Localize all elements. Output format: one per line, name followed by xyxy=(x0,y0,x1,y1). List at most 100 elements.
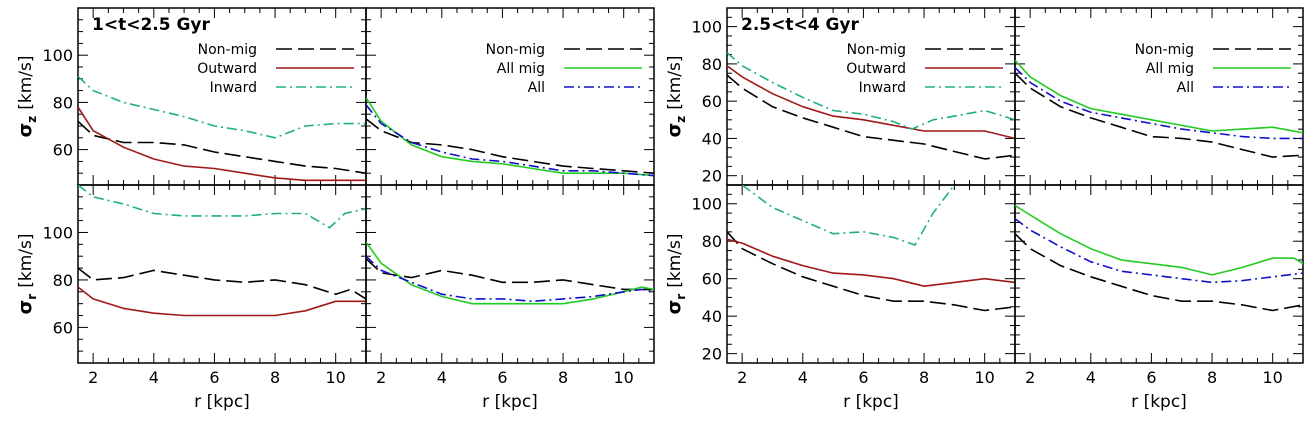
x-tick-label: 8 xyxy=(270,368,280,387)
series-line-inward xyxy=(78,75,366,139)
series-line-all-mig xyxy=(1015,59,1303,134)
chart-title: 1<t<2.5 Gyr xyxy=(92,15,211,35)
x-tick-label: 10 xyxy=(614,368,634,387)
y-tick-label: 60 xyxy=(53,318,73,337)
series-line-non-mig xyxy=(727,74,1015,160)
legend-label: Non-mig xyxy=(847,42,906,58)
y-label-unit: [km/s] xyxy=(16,55,36,109)
x-tick-label: 10 xyxy=(975,368,995,387)
series-line-non-mig xyxy=(366,258,654,291)
panel-2-3: 20 40 60 80 100 σr [km/s] 2 4 6 8 10 r [kpc] xyxy=(663,184,1016,412)
x-tick-label: 6 xyxy=(209,368,219,387)
legend-label: Non-mig xyxy=(1135,42,1194,58)
x-tick-label: 6 xyxy=(497,368,507,387)
y-tick-label: 80 xyxy=(53,93,73,112)
y-tick-label: 60 xyxy=(53,141,73,160)
series-line-all xyxy=(366,104,654,177)
y-label-subscript: r xyxy=(674,294,688,300)
panel-frame xyxy=(726,184,1016,364)
x-tick-label: 6 xyxy=(858,368,868,387)
series-line-inward xyxy=(727,52,1015,130)
x-tick-label: 4 xyxy=(1086,368,1096,387)
panel-frame xyxy=(1014,184,1304,364)
x-axis-label: r [kpc] xyxy=(1131,392,1187,412)
legend-label: All mig xyxy=(1146,61,1194,77)
y-label-symbol: σ xyxy=(14,123,36,138)
y-tick-label: 40 xyxy=(702,129,722,148)
x-tick-label: 2 xyxy=(376,368,386,387)
panel-1-2: Non-mig All mig All xyxy=(365,7,655,186)
series-line-all-mig xyxy=(1015,204,1303,276)
series-line-inward xyxy=(78,185,366,229)
y-tick-label: 60 xyxy=(702,270,722,289)
y-tick-label: 60 xyxy=(702,92,722,111)
panel-frame xyxy=(365,7,655,186)
series-line-non-mig xyxy=(366,118,654,174)
series-line-all xyxy=(1015,218,1303,284)
legend-label: All xyxy=(1177,80,1194,96)
x-tick-label: 8 xyxy=(1207,368,1217,387)
y-label-unit: [km/s] xyxy=(16,234,36,288)
y-tick-label: 80 xyxy=(53,271,73,290)
y-label-subscript: r xyxy=(25,294,39,300)
x-tick-label: 10 xyxy=(326,368,346,387)
series-line-all xyxy=(366,255,654,303)
y-label-subscript: z xyxy=(25,116,39,123)
x-tick-label: 6 xyxy=(1146,368,1156,387)
series-line-outward xyxy=(727,65,1015,140)
x-tick-label: 2 xyxy=(88,368,98,387)
y-tick-label: 100 xyxy=(691,195,722,214)
series-line-outward xyxy=(727,238,1015,288)
y-axis-label: σz [km/s] xyxy=(663,55,688,137)
panel-1-3: 60 80 100 σr [km/s] 2 4 6 8 10 r [kpc] xyxy=(14,184,367,412)
x-tick-label: 4 xyxy=(798,368,808,387)
series-line-non-mig xyxy=(1015,72,1303,158)
x-tick-label: 10 xyxy=(1263,368,1283,387)
x-tick-label: 2 xyxy=(737,368,747,387)
panel-2-2: Non-mig All mig All xyxy=(1014,7,1304,186)
legend-label: Inward xyxy=(210,80,257,96)
panel-1-4: 2 4 6 8 10 r [kpc] xyxy=(365,184,655,412)
x-axis-label: r [kpc] xyxy=(843,392,899,412)
series-line-non-mig xyxy=(78,267,366,300)
y-label-symbol: σ xyxy=(663,300,685,315)
y-tick-label: 100 xyxy=(691,18,722,37)
legend-label: Outward xyxy=(846,61,906,77)
panel-frame xyxy=(365,184,655,364)
y-tick-label: 20 xyxy=(702,167,722,186)
y-tick-label: 100 xyxy=(42,46,73,65)
y-label-unit: [km/s] xyxy=(665,234,685,288)
legend-label: Non-mig xyxy=(198,42,257,58)
y-label-symbol: σ xyxy=(14,300,36,315)
series-line-non-mig xyxy=(78,120,366,174)
legend-label: Outward xyxy=(197,61,257,77)
series-line-outward xyxy=(78,106,366,182)
y-tick-label: 40 xyxy=(702,307,722,326)
y-axis-label: σz [km/s] xyxy=(14,55,39,137)
y-tick-label: 100 xyxy=(42,223,73,242)
x-axis-label: r [kpc] xyxy=(194,392,250,412)
legend-label: All mig xyxy=(497,61,545,77)
y-tick-label: 20 xyxy=(702,345,722,364)
series-line-all-mig xyxy=(366,97,654,177)
x-tick-label: 2 xyxy=(1025,368,1035,387)
y-label-subscript: z xyxy=(674,116,688,123)
chart-title: 2.5<t<4 Gyr xyxy=(741,15,860,35)
series-line-non-mig xyxy=(727,231,1015,312)
y-label-symbol: σ xyxy=(663,123,685,138)
panel-2-4: 2 4 6 8 10 r [kpc] xyxy=(1014,184,1304,412)
x-tick-label: 8 xyxy=(919,368,929,387)
y-tick-label: 80 xyxy=(702,55,722,74)
legend-label: Inward xyxy=(859,80,906,96)
y-tick-label: 80 xyxy=(702,232,722,251)
series-line-inward xyxy=(741,185,956,246)
panel-frame xyxy=(1014,7,1304,186)
chart-group-1: 6080100σz[km/s]Non-migOutwardInwardNon-m… xyxy=(14,7,655,412)
x-tick-label: 4 xyxy=(437,368,447,387)
chart-group-2: 20406080100σz[km/s]Non-migOutwardInwardN… xyxy=(663,7,1304,412)
legend-label: Non-mig xyxy=(486,42,545,58)
x-axis-label: r [kpc] xyxy=(482,392,538,412)
series-line-outward xyxy=(78,286,366,317)
panel-frame xyxy=(77,184,367,364)
